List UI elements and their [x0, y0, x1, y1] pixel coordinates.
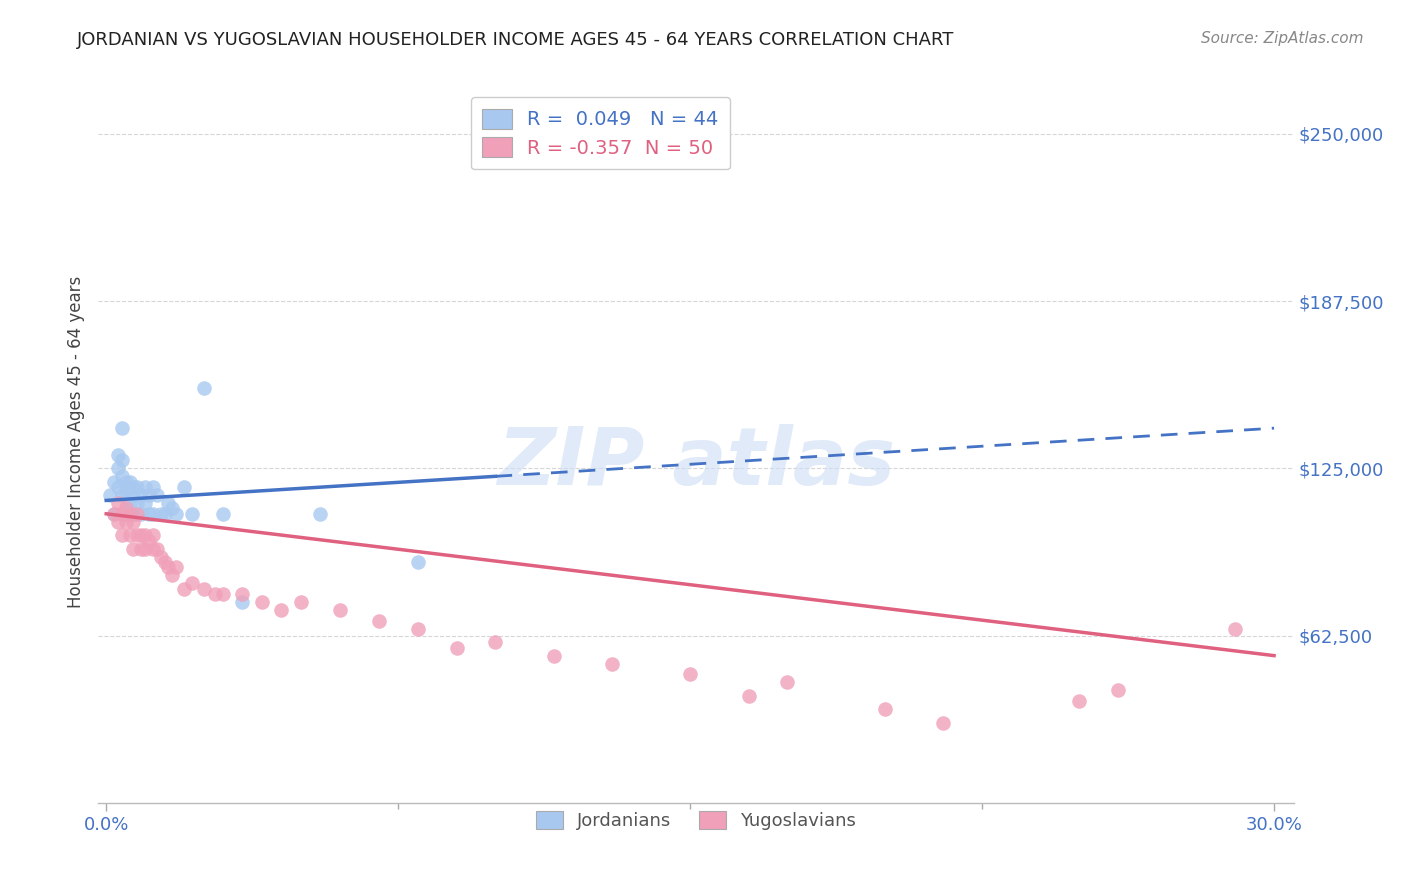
Point — [406, 555, 429, 569]
Point — [142, 541, 165, 556]
Point — [212, 587, 235, 601]
Point — [290, 595, 312, 609]
Point — [1223, 622, 1246, 636]
Point — [204, 587, 226, 601]
Point — [114, 480, 136, 494]
Point — [111, 469, 134, 483]
Point — [118, 507, 141, 521]
Point — [173, 480, 195, 494]
Point — [1107, 683, 1129, 698]
Point — [250, 595, 273, 609]
Point — [142, 528, 165, 542]
Point — [138, 533, 160, 548]
Point — [114, 501, 136, 516]
Point — [157, 496, 180, 510]
Point — [134, 541, 156, 556]
Point — [173, 582, 195, 596]
Point — [270, 603, 292, 617]
Legend: Jordanians, Yugoslavians: Jordanians, Yugoslavians — [529, 804, 863, 837]
Point — [543, 648, 565, 663]
Point — [142, 480, 165, 494]
Point — [122, 507, 145, 521]
Point — [122, 480, 145, 494]
Point — [157, 560, 180, 574]
Point — [679, 667, 702, 681]
Point — [111, 453, 134, 467]
Point — [138, 507, 160, 521]
Point — [127, 480, 149, 494]
Point — [180, 576, 202, 591]
Point — [127, 496, 149, 510]
Point — [122, 541, 145, 556]
Point — [329, 603, 352, 617]
Text: Source: ZipAtlas.com: Source: ZipAtlas.com — [1201, 31, 1364, 46]
Point — [103, 475, 125, 489]
Point — [98, 488, 121, 502]
Point — [129, 541, 152, 556]
Point — [153, 555, 176, 569]
Point — [309, 507, 332, 521]
Text: JORDANIAN VS YUGOSLAVIAN HOUSEHOLDER INCOME AGES 45 - 64 YEARS CORRELATION CHART: JORDANIAN VS YUGOSLAVIAN HOUSEHOLDER INC… — [77, 31, 955, 49]
Point — [180, 507, 202, 521]
Point — [111, 528, 134, 542]
Point — [406, 622, 429, 636]
Point — [114, 475, 136, 489]
Point — [231, 595, 253, 609]
Point — [129, 488, 152, 502]
Y-axis label: Householder Income Ages 45 - 64 years: Householder Income Ages 45 - 64 years — [66, 276, 84, 607]
Point — [114, 507, 136, 521]
Point — [153, 507, 176, 521]
Point — [122, 488, 145, 502]
Point — [118, 496, 141, 510]
Point — [134, 480, 156, 494]
Point — [122, 515, 145, 529]
Point — [142, 507, 165, 521]
Point — [127, 528, 149, 542]
Point — [129, 507, 152, 521]
Point — [932, 715, 955, 730]
Point — [107, 515, 129, 529]
Point — [231, 587, 253, 601]
Point — [776, 675, 799, 690]
Point — [107, 496, 129, 510]
Point — [138, 488, 160, 502]
Point — [162, 501, 184, 516]
Point — [129, 528, 152, 542]
Point — [107, 448, 129, 462]
Point — [193, 381, 215, 395]
Point — [111, 421, 134, 435]
Point — [162, 568, 184, 582]
Point — [193, 582, 215, 596]
Point — [737, 689, 759, 703]
Point — [118, 507, 141, 521]
Point — [165, 507, 187, 521]
Point — [367, 614, 389, 628]
Point — [118, 528, 141, 542]
Point — [134, 496, 156, 510]
Point — [149, 549, 172, 564]
Point — [111, 488, 134, 502]
Point — [107, 480, 129, 494]
Point — [118, 475, 141, 489]
Point — [600, 657, 623, 671]
Point — [103, 507, 125, 521]
Point — [165, 560, 187, 574]
Point — [446, 640, 468, 655]
Point — [114, 501, 136, 516]
Point — [146, 488, 169, 502]
Point — [212, 507, 235, 521]
Point — [114, 488, 136, 502]
Point — [1069, 694, 1091, 708]
Point — [146, 541, 169, 556]
Point — [873, 702, 896, 716]
Point — [111, 507, 134, 521]
Point — [107, 461, 129, 475]
Text: ZIP atlas: ZIP atlas — [496, 425, 896, 502]
Point — [134, 528, 156, 542]
Point — [114, 515, 136, 529]
Point — [149, 507, 172, 521]
Point — [127, 507, 149, 521]
Point — [103, 507, 125, 521]
Point — [484, 635, 506, 649]
